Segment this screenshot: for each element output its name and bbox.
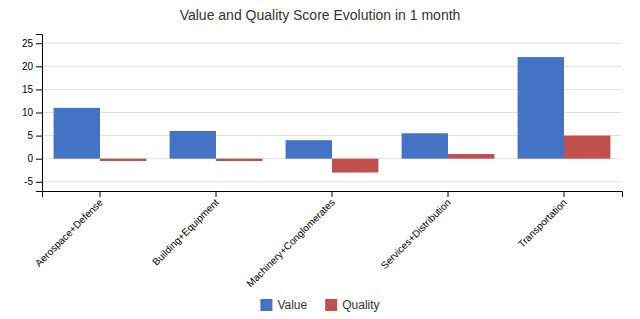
bar <box>332 159 378 173</box>
x-tick-mark <box>332 191 333 197</box>
y-tick-mark <box>36 182 42 183</box>
plot: -5 0 5 10 15 20 25 Aerospace+Defense Building+Eq… <box>22 35 623 290</box>
bar-series <box>100 136 610 173</box>
x-tick-label: Transportation <box>516 197 569 250</box>
y-tick-mark <box>36 43 42 44</box>
bar <box>286 140 332 158</box>
bar <box>402 133 448 158</box>
x-axis: Aerospace+Defense Building+Equipment Machi… <box>33 191 623 289</box>
y-tick: 10 <box>22 107 42 118</box>
x-tick-mark <box>216 191 217 197</box>
x-tick-label: Building+Equipment <box>150 197 221 268</box>
y-tick-label: 0 <box>27 153 33 164</box>
x-tick-mark <box>448 191 449 197</box>
bar <box>518 57 564 159</box>
legend-item: Quality <box>325 298 379 312</box>
bar <box>216 159 262 161</box>
grid-line <box>42 181 622 182</box>
x-tick-mark <box>100 191 101 197</box>
y-tick-mark <box>36 66 42 67</box>
y-axis: -5 0 5 10 15 20 25 <box>22 35 43 192</box>
legend-swatch <box>325 299 337 311</box>
y-tick-mark <box>36 113 42 114</box>
title: Value and Quality Score Evolution in 1 m… <box>180 7 461 23</box>
y-tick-label: 5 <box>27 130 33 141</box>
x-axis-line <box>43 192 623 198</box>
y-tick: 5 <box>27 130 42 141</box>
x-tick: Building+Equipment <box>150 191 221 268</box>
x-tick-label: Aerospace+Defense <box>33 196 105 268</box>
x-tick: Services+Distribution <box>379 191 453 271</box>
y-tick-label: 20 <box>22 61 34 72</box>
bar-series <box>54 57 564 159</box>
y-tick-label: -5 <box>24 176 33 187</box>
legend-swatch <box>260 299 272 311</box>
bar <box>448 154 494 159</box>
y-tick-label: 25 <box>22 38 34 49</box>
bar <box>564 136 610 159</box>
bar <box>54 108 100 159</box>
x-tick-label: Services+Distribution <box>379 197 453 271</box>
y-tick: 20 <box>22 61 42 72</box>
y-tick: 0 <box>27 153 42 164</box>
x-tick: Transportation <box>516 191 569 250</box>
bar <box>100 159 146 161</box>
y-tick: 15 <box>22 84 42 95</box>
y-tick-mark <box>36 159 42 160</box>
legend: Value Quality <box>260 298 379 312</box>
grid-line <box>42 43 622 44</box>
y-tick: -5 <box>24 176 42 187</box>
y-tick-mark <box>36 89 42 90</box>
y-tick-mark <box>36 136 42 137</box>
x-tick: Aerospace+Defense <box>33 191 105 269</box>
legend-item: Value <box>260 298 307 312</box>
y-tick: 25 <box>22 38 42 49</box>
legend-label: Value <box>277 298 307 312</box>
y-tick-label: 15 <box>22 84 34 95</box>
x-tick-label: Machinery+Conglomerates <box>244 197 336 289</box>
x-tick: Machinery+Conglomerates <box>244 191 336 289</box>
y-axis-line <box>36 35 43 192</box>
chart: Value and Quality Score Evolution in 1 m… <box>0 0 640 319</box>
legend-label: Quality <box>342 298 379 312</box>
bars <box>54 57 611 172</box>
bar <box>170 131 216 159</box>
y-tick-label: 10 <box>22 107 34 118</box>
x-tick-mark <box>564 191 565 197</box>
grid <box>42 43 622 182</box>
